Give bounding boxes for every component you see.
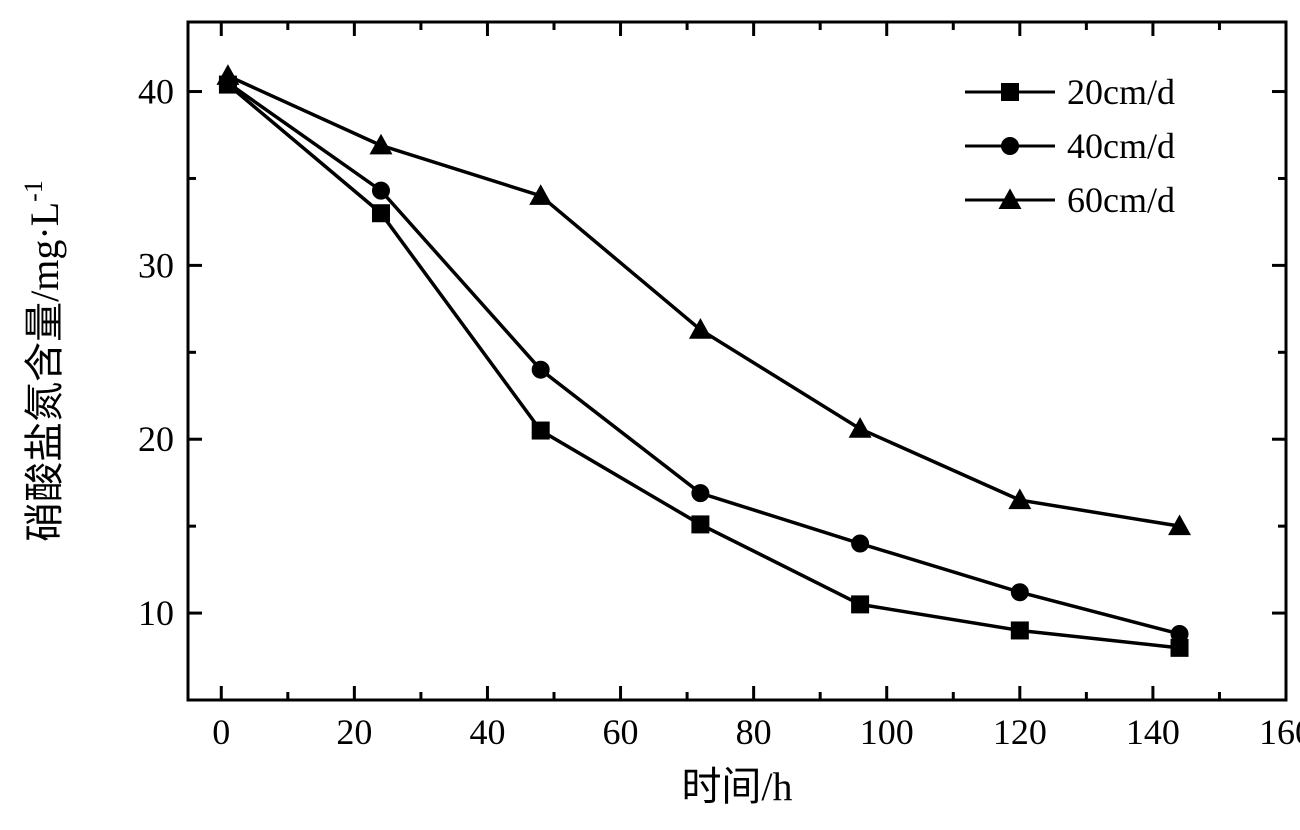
y-axis-label: 硝酸盐氮含量/mg·L-1 bbox=[19, 180, 67, 542]
legend-label: 40cm/d bbox=[1067, 126, 1175, 166]
chart-container: 0 20 40 60 80 100 120 140 160 10 20 30 40 时间/h 硝酸盐氮含量/… bbox=[0, 0, 1300, 830]
y-tick-label: 20 bbox=[138, 419, 174, 459]
legend-item: 60cm/d bbox=[965, 180, 1175, 220]
x-tick-label: 40 bbox=[469, 712, 505, 752]
x-tick-label: 120 bbox=[993, 712, 1047, 752]
series-20cm/d bbox=[219, 76, 1188, 656]
x-tick-label: 0 bbox=[212, 712, 230, 752]
legend-item: 20cm/d bbox=[965, 72, 1175, 112]
legend-label: 60cm/d bbox=[1067, 180, 1175, 220]
y-tick-label: 10 bbox=[138, 593, 174, 633]
x-tick-label: 100 bbox=[860, 712, 914, 752]
x-tick-label: 80 bbox=[736, 712, 772, 752]
x-tick-label: 160 bbox=[1259, 712, 1300, 752]
series-40cm/d bbox=[219, 74, 1188, 642]
legend-item: 40cm/d bbox=[965, 126, 1175, 166]
y-tick-label: 40 bbox=[138, 72, 174, 112]
legend-label: 20cm/d bbox=[1067, 72, 1175, 112]
x-tick-label: 20 bbox=[336, 712, 372, 752]
x-tick-label: 60 bbox=[603, 712, 639, 752]
x-axis-label: 时间/h bbox=[681, 764, 792, 809]
y-tick-label: 30 bbox=[138, 245, 174, 285]
series-60cm/d bbox=[217, 65, 1190, 534]
x-tick-label: 140 bbox=[1126, 712, 1180, 752]
line-chart: 0 20 40 60 80 100 120 140 160 10 20 30 40 时间/h 硝酸盐氮含量/… bbox=[0, 0, 1300, 830]
